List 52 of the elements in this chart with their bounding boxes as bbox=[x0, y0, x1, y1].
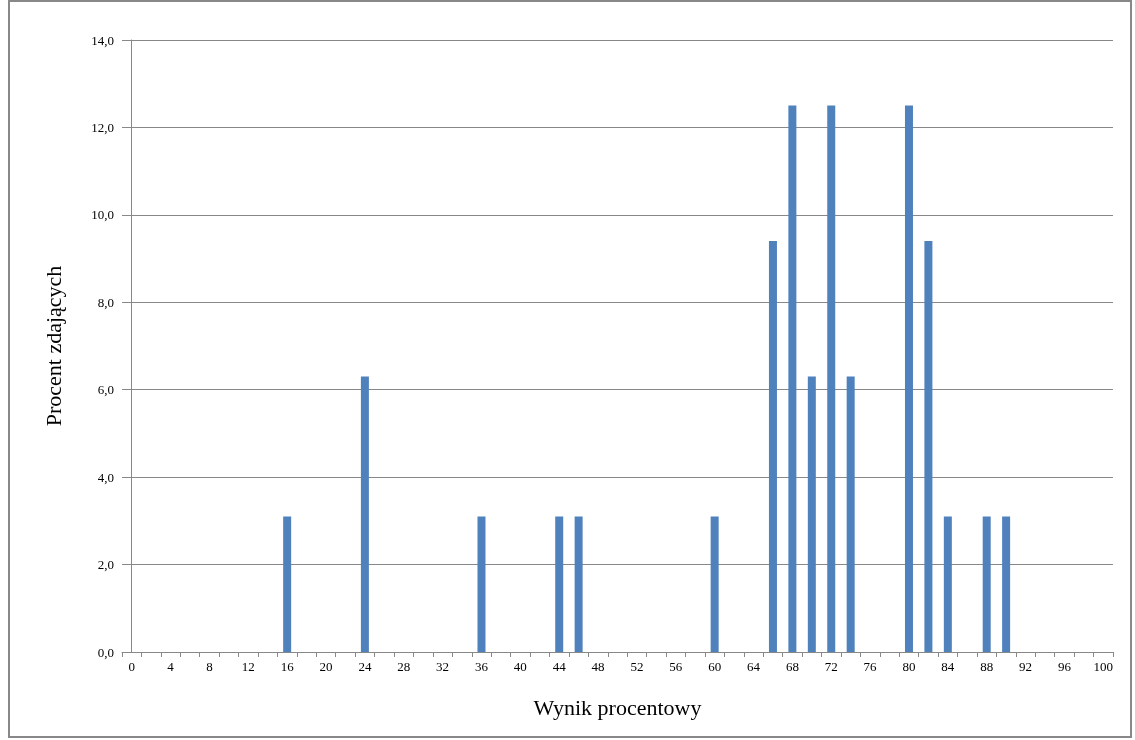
x-tick-label: 8 bbox=[206, 659, 213, 674]
x-tick-label: 12 bbox=[241, 659, 255, 674]
bar bbox=[1002, 516, 1011, 652]
bar bbox=[477, 516, 486, 652]
bar bbox=[283, 516, 292, 652]
y-tick-label: 10,0 bbox=[91, 207, 114, 223]
x-tick-label: 40 bbox=[513, 659, 527, 674]
x-tick-label: 44 bbox=[552, 659, 567, 674]
bar bbox=[904, 105, 913, 652]
x-tick-label: 28 bbox=[397, 659, 411, 674]
y-tick-label: 6,0 bbox=[97, 382, 114, 398]
y-tick-label: 14,0 bbox=[91, 32, 114, 48]
y-tick-label: 0,0 bbox=[97, 644, 114, 660]
y-tick-label: 8,0 bbox=[97, 294, 114, 310]
x-tick-label: 92 bbox=[1019, 659, 1033, 674]
y-tick-label: 4,0 bbox=[97, 469, 114, 485]
x-tick-label: 32 bbox=[436, 659, 450, 674]
bar bbox=[360, 376, 369, 652]
x-tick-label: 60 bbox=[708, 659, 722, 674]
x-tick-label: 20 bbox=[319, 659, 333, 674]
bar bbox=[943, 516, 952, 652]
bar bbox=[710, 516, 719, 652]
x-tick-label: 64 bbox=[747, 659, 761, 674]
bar bbox=[846, 376, 855, 652]
x-tick-label: 56 bbox=[669, 659, 683, 674]
x-tick-label: 4 bbox=[167, 659, 175, 674]
x-tick-label: 52 bbox=[630, 659, 644, 674]
x-tick-label: 84 bbox=[941, 659, 955, 674]
x-tick-label: 76 bbox=[863, 659, 878, 674]
bar bbox=[827, 105, 836, 652]
x-tick-label: 68 bbox=[785, 659, 799, 674]
x-tick-label: 24 bbox=[358, 659, 372, 674]
x-tick-label: 0 bbox=[128, 659, 135, 674]
y-tick-label: 12,0 bbox=[91, 119, 114, 135]
y-tick-label: 2,0 bbox=[97, 557, 114, 573]
x-axis-title: Wynik procentowy bbox=[533, 694, 702, 720]
bar bbox=[768, 241, 777, 652]
x-tick-label: 96 bbox=[1057, 659, 1072, 674]
bar bbox=[555, 516, 564, 652]
bar bbox=[982, 516, 991, 652]
x-tick-label: 16 bbox=[280, 659, 295, 674]
y-axis-title: Procent zdających bbox=[40, 265, 66, 427]
x-tick-label: 72 bbox=[824, 659, 838, 674]
bar bbox=[924, 241, 933, 652]
x-tick-label: 100 bbox=[1093, 659, 1114, 674]
x-tick-label: 36 bbox=[474, 659, 489, 674]
bar bbox=[788, 105, 797, 652]
x-tick-label: 88 bbox=[980, 659, 994, 674]
bar bbox=[807, 376, 816, 652]
x-tick-label: 48 bbox=[591, 659, 605, 674]
x-tick-label: 80 bbox=[902, 659, 916, 674]
bar bbox=[574, 516, 583, 652]
